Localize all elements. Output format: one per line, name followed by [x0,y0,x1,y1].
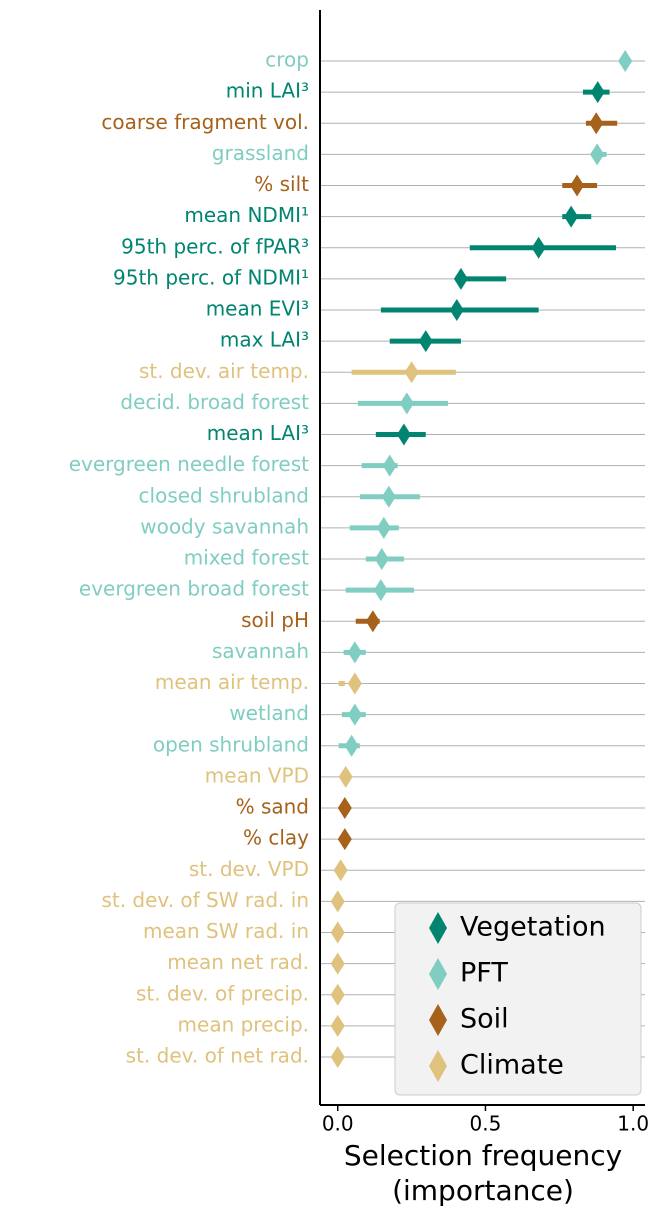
marker [347,641,362,664]
marker [330,1046,345,1068]
category-label: soil pH [241,608,309,632]
marker [531,236,546,259]
marker [330,1014,345,1037]
category-label: decid. broad forest [120,390,309,414]
marker [337,828,352,851]
category-label: mean LAI³ [207,421,309,445]
category-label: woody savannah [140,514,309,538]
legend-label: PFT [460,958,508,989]
category-label: open shrubland [153,732,309,756]
marker [374,548,389,570]
marker [564,205,579,228]
x-tick-label: 1.0 [617,1112,649,1136]
category-label: grassland [212,141,309,165]
category-label: savannah [212,639,309,663]
category-label: mixed forest [184,546,309,570]
category-label: % sand [236,795,309,819]
category-label: % silt [254,172,309,196]
marker [382,454,397,477]
marker [399,392,414,415]
category-label: mean net rad. [167,950,309,974]
category-label: wetland [229,701,309,725]
legend-marker [429,1004,447,1036]
marker [347,703,362,726]
marker [330,983,345,1006]
legend-marker [429,912,447,944]
marker [396,423,411,446]
marker [365,610,380,633]
x-axis-label: (importance) [392,1174,574,1207]
category-label: mean precip. [178,1012,309,1036]
category-label: closed shrubland [139,483,309,507]
category-label: 95th perc. of NDMI¹ [113,265,309,289]
x-tick-label: 0.0 [322,1112,354,1136]
x-tick-label: 0.5 [470,1112,502,1136]
marker [337,797,352,819]
marker [347,672,362,695]
category-label: mean NDMI¹ [184,203,309,227]
category-label: coarse fragment vol. [101,110,309,134]
category-label: mean SW rad. in [143,919,309,943]
marker [589,112,604,135]
legend-marker [429,1050,447,1082]
category-label: mean EVI³ [206,297,309,321]
marker [376,516,391,539]
marker [381,485,396,508]
legend-marker [429,958,447,990]
marker [618,50,633,72]
marker [338,765,353,788]
marker [418,330,433,353]
category-label: st. dev. VPD [189,857,309,881]
category-label: mean VPD [205,763,309,787]
marker [453,267,468,290]
category-label: st. dev. of precip. [136,981,309,1005]
marker [590,143,605,166]
category-label: st. dev. of SW rad. in [101,888,309,912]
category-label: st. dev. of net rad. [126,1044,309,1068]
category-label: 95th perc. of fPAR³ [121,234,309,258]
marker [330,890,345,913]
category-label: min LAI³ [226,79,309,103]
legend-label: Vegetation [460,912,606,943]
marker [404,361,419,384]
category-label: evergreen broad forest [79,577,309,601]
x-axis-label: Selection frequency [344,1139,622,1172]
legend-box [394,902,642,1096]
marker [449,299,464,321]
marker [344,734,359,757]
category-label: st. dev. air temp. [139,359,309,383]
legend-label: Climate [460,1050,564,1081]
legend-label: Soil [460,1004,509,1035]
category-label: max LAI³ [220,328,309,352]
marker [330,952,345,975]
marker [570,174,585,197]
marker [590,81,605,104]
category-label: mean air temp. [155,670,309,694]
marker [333,859,348,882]
category-label: crop [265,48,309,72]
category-label: % clay [243,826,309,850]
marker [373,579,388,602]
marker [330,921,345,944]
category-label: evergreen needle forest [69,452,309,476]
